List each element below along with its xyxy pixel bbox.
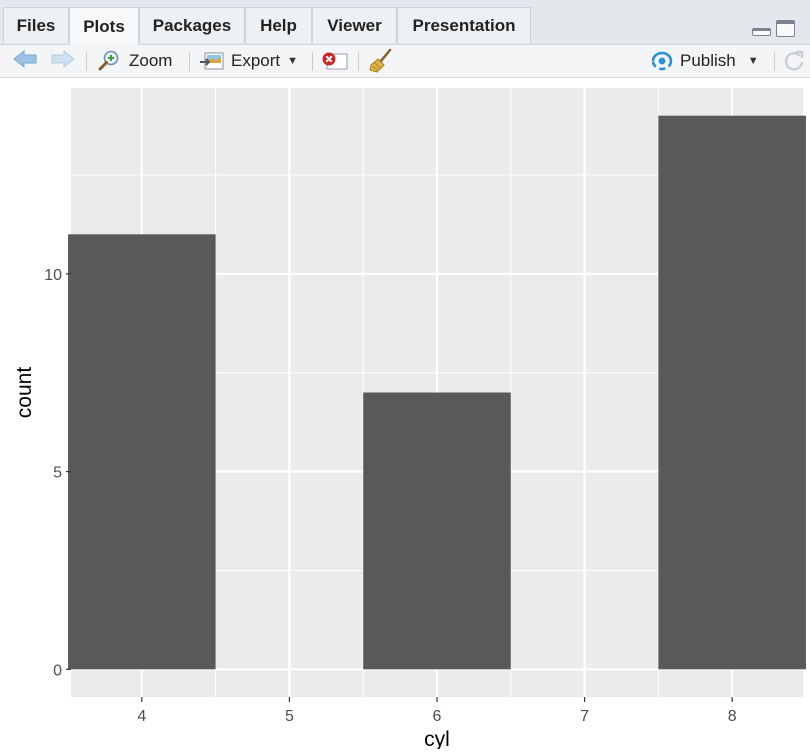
x-tick-label: 5: [285, 708, 294, 725]
back-arrow-icon: [12, 49, 38, 74]
pane-tab-bar: Files Plots Packages Help Viewer Present…: [0, 0, 810, 45]
x-tick-label: 6: [433, 708, 442, 725]
x-tick-label: 8: [728, 708, 737, 725]
plot-viewer: 0 5 10 4 5 6 7 8 count cyl: [0, 78, 810, 751]
tab-help[interactable]: Help: [245, 7, 312, 43]
tab-packages[interactable]: Packages: [139, 7, 245, 43]
y-axis: 0 5 10: [44, 267, 71, 679]
publish-menu-button[interactable]: Publish ▼: [650, 45, 759, 77]
tab-plots-label: Plots: [83, 16, 125, 36]
bar-chart: 0 5 10 4 5 6 7 8 count cyl: [13, 88, 806, 751]
publish-icon: [650, 51, 674, 71]
export-label: Export: [231, 51, 281, 70]
broom-icon: [368, 48, 394, 74]
refresh-button[interactable]: [782, 45, 806, 77]
bar: [363, 392, 511, 670]
remove-plot-icon: [321, 50, 349, 72]
export-menu-button[interactable]: Export ▼: [199, 45, 298, 77]
toolbar-separator: [312, 52, 313, 71]
tab-presentation[interactable]: Presentation: [397, 7, 531, 43]
back-button[interactable]: [12, 45, 38, 77]
tab-plots[interactable]: Plots: [69, 7, 139, 45]
tab-viewer[interactable]: Viewer: [312, 7, 397, 43]
forward-arrow-icon: [50, 49, 76, 74]
y-axis-title: count: [13, 367, 36, 419]
x-tick-label: 4: [137, 708, 146, 725]
clear-plots-button[interactable]: [368, 45, 394, 77]
tab-viewer-label: Viewer: [327, 15, 382, 35]
export-icon: [199, 50, 225, 72]
y-tick-label: 5: [53, 465, 62, 482]
x-axis: 4 5 6 7 8: [137, 697, 737, 725]
tab-packages-label: Packages: [152, 15, 232, 35]
tab-help-label: Help: [260, 15, 297, 35]
toolbar-separator: [86, 52, 87, 71]
x-axis-title: cyl: [424, 728, 450, 749]
y-tick-label: 0: [53, 662, 62, 679]
toolbar-separator: [358, 52, 359, 71]
bar: [68, 234, 216, 670]
chevron-down-icon: ▼: [747, 55, 759, 67]
plots-toolbar: Zoom Export ▼: [0, 45, 810, 78]
toolbar-separator: [189, 52, 190, 71]
tab-files-label: Files: [16, 15, 56, 35]
publish-label: Publish: [680, 51, 736, 70]
refresh-icon: [782, 49, 806, 73]
y-tick-label: 10: [44, 267, 62, 284]
maximize-pane-button[interactable]: [776, 20, 795, 37]
tab-presentation-label: Presentation: [412, 15, 516, 35]
x-tick-label: 7: [580, 708, 589, 725]
tab-files[interactable]: Files: [3, 7, 69, 43]
zoom-icon: [97, 49, 121, 73]
remove-plot-button[interactable]: [321, 45, 349, 77]
bars: [68, 115, 806, 670]
bar: [658, 115, 806, 670]
chevron-down-icon: ▼: [287, 55, 299, 67]
forward-button[interactable]: [50, 45, 76, 77]
toolbar-separator: [774, 52, 775, 71]
zoom-label: Zoom: [129, 51, 173, 70]
zoom-button[interactable]: Zoom: [97, 45, 172, 77]
minimize-pane-button[interactable]: [752, 28, 771, 36]
